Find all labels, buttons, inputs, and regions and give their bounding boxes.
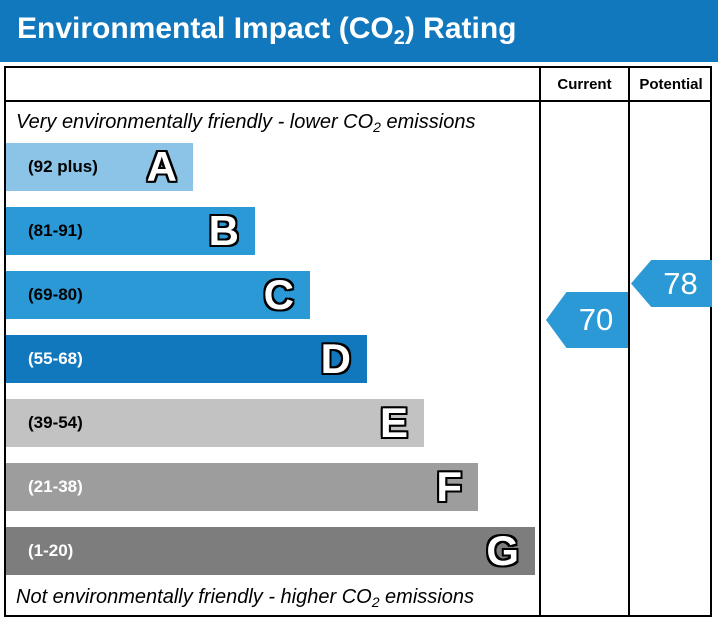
band-g-letter: G (486, 527, 519, 574)
page-title: Environmental Impact (CO2) Rating (17, 12, 517, 49)
current-column-divider (539, 66, 541, 617)
band-e-letter: E (379, 399, 408, 446)
band-e-range: (39-54) (28, 413, 83, 432)
current-rating-arrow: 70 (546, 292, 628, 348)
band-c: (69-80) C (6, 271, 310, 319)
band-d-letter: D (320, 335, 351, 382)
band-a-range: (92 plus) (28, 157, 98, 176)
band-b: (81-91) B (6, 207, 255, 255)
band-b-range: (81-91) (28, 221, 83, 240)
title-bar: Environmental Impact (CO2) Rating (0, 0, 718, 62)
title-subscript: 2 (393, 27, 405, 49)
potential-column-divider (628, 66, 630, 617)
band-c-letter: C (263, 271, 294, 318)
band-d-range: (55-68) (28, 349, 83, 368)
header-row-divider (4, 100, 712, 102)
band-a-letter: A (146, 143, 177, 190)
band-f-letter: F (436, 463, 462, 510)
band-e: (39-54) E (6, 399, 424, 447)
band-d: (55-68) D (6, 335, 367, 383)
top-note: Very environmentally friendly - lower CO… (16, 111, 476, 135)
potential-column-header: Potential (639, 75, 703, 93)
band-g-range: (1-20) (28, 541, 74, 560)
potential-rating-arrow: 78 (631, 260, 712, 307)
band-c-range: (69-80) (28, 285, 83, 304)
band-g: (1-20) G (6, 527, 535, 575)
current-column-header: Current (557, 75, 612, 93)
band-a: (92 plus) A (6, 143, 193, 191)
bottom-note: Not environmentally friendly - higher CO… (16, 586, 474, 610)
band-f-range: (21-38) (28, 477, 83, 496)
band-f: (21-38) F (6, 463, 478, 511)
band-b-letter: B (208, 207, 239, 254)
